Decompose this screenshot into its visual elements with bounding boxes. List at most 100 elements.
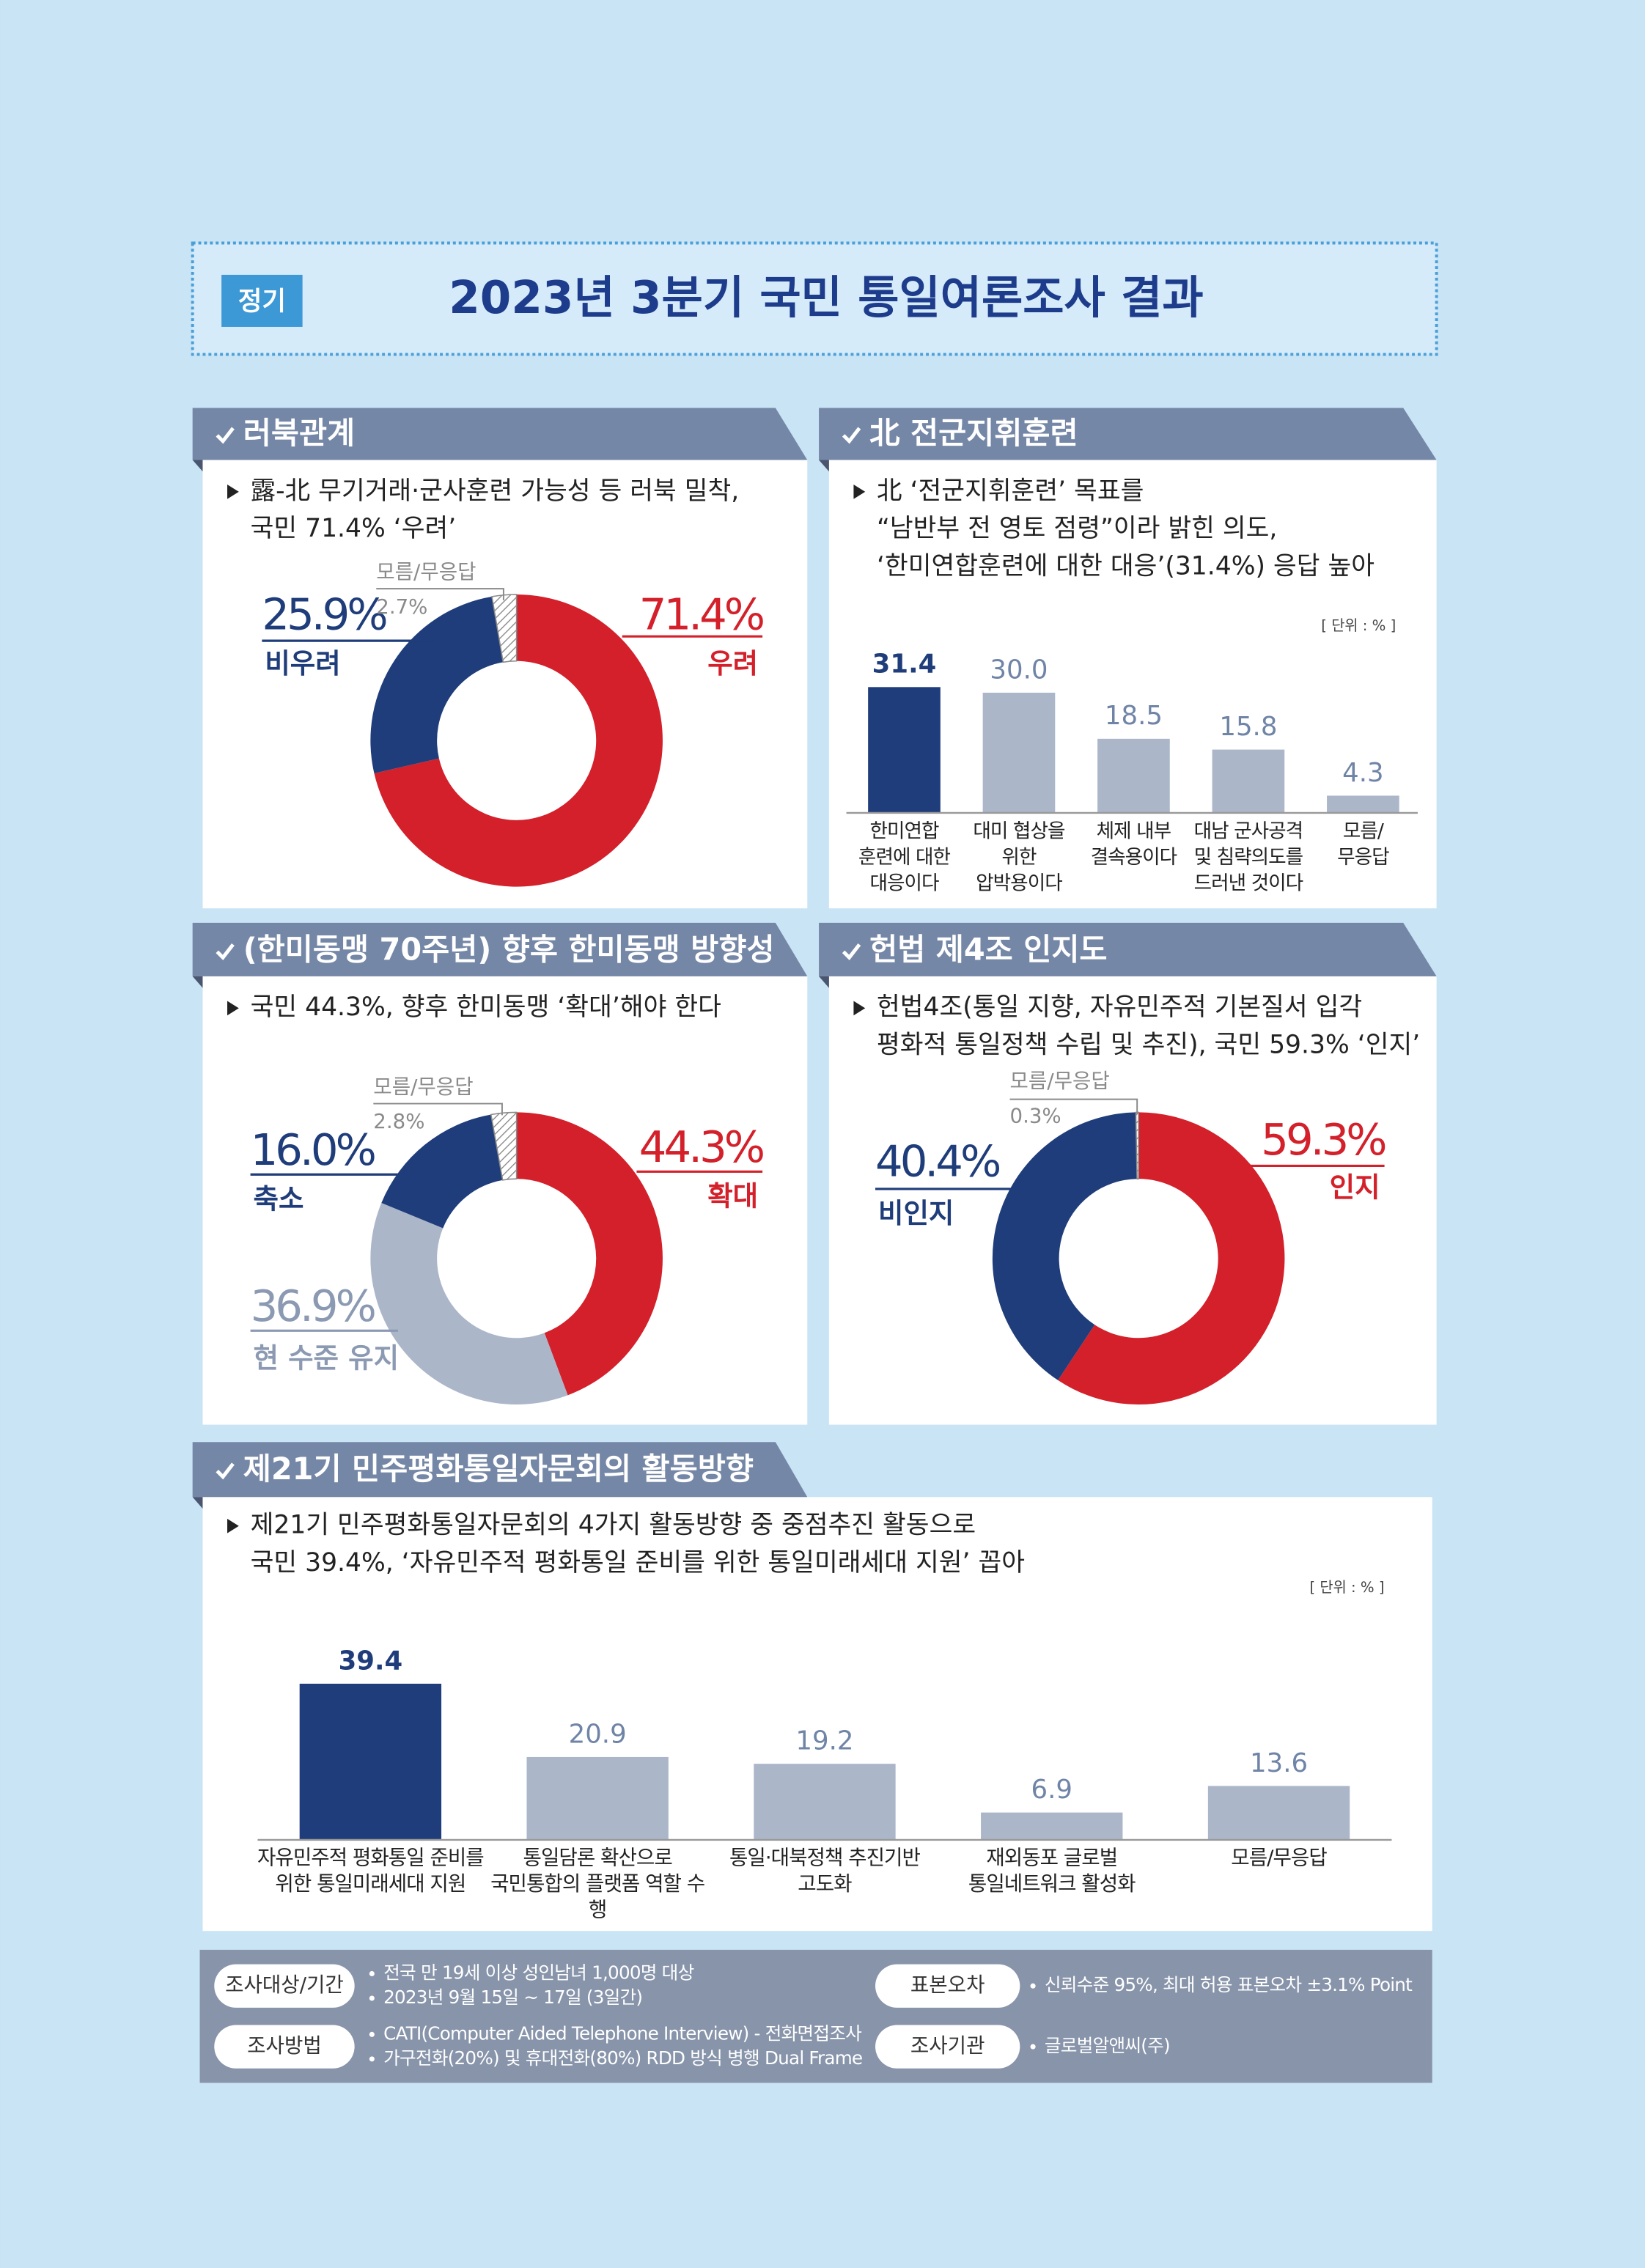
footer-bullet [1030, 2044, 1036, 2050]
value-label: 31.4 [872, 649, 937, 680]
bar [299, 1683, 442, 1840]
check-icon [842, 943, 861, 960]
bar [526, 1756, 669, 1840]
x-tick-label: 한미연합 훈련에 대한 대응이다 [858, 820, 951, 896]
x-tick-label: 체제 내부 결속용이다 [1090, 820, 1178, 869]
slice-category: 비우려 [265, 647, 340, 680]
footer-bullet [1030, 1983, 1036, 1989]
slice-value: 40.4% [875, 1136, 999, 1187]
subtitle-box: 헌법4조(통일 지향, 자유민주적 기본질서 입각 평화적 통일정책 수립 및 … [876, 993, 1421, 1061]
panel-body [828, 460, 1437, 909]
panel-title: (한미동맹 70주년) 향후 한미동맹 방향성 [243, 932, 775, 967]
leader-line [376, 588, 504, 600]
value-label: 6.9 [1031, 1775, 1072, 1805]
panel-band [192, 408, 808, 460]
donut-slice [491, 594, 518, 663]
x-tick-label: 자유민주적 평화통일 준비를 위한 통일미래세대 지원 [257, 1847, 485, 1896]
footer-line: CATI(Computer Aided Telephone Interview)… [383, 2022, 862, 2044]
slice-value: 25.9% [262, 589, 386, 640]
slice-value: 71.4% [639, 589, 763, 640]
panel-2: 北 전군지휘훈련 [819, 408, 1437, 909]
panel-band [819, 408, 1437, 460]
donut-slice [374, 594, 663, 887]
header-box [191, 241, 1438, 356]
bar [1097, 738, 1170, 813]
slice-value: 2.8% [373, 1109, 424, 1133]
x-tick-label-box: 통일·대북정책 추진기반 고도화 [729, 1847, 921, 1896]
panel-fold [192, 976, 203, 988]
x-tick-label: 대미 협상을 위한 압박용이다 [973, 820, 1065, 896]
x-tick-label: 통일담론 확산으로 국민통합의 플랫폼 역할 수행 [490, 1847, 705, 1923]
subtitle: 헌법4조(통일 지향, 자유민주적 기본질서 입각 평화적 통일정책 수립 및 … [876, 993, 1421, 1061]
footer-pill [214, 2025, 355, 2069]
slice-value: 2.7% [376, 594, 427, 619]
footer-pill [214, 1964, 355, 2008]
slice-value: 0.3% [1010, 1103, 1061, 1127]
x-tick-label-box: 모름/무응답 [1231, 1847, 1327, 1871]
bullet-icon [853, 485, 866, 499]
x-tick-label: 모름/무응답 [1231, 1847, 1327, 1871]
x-tick-label-box: 재외동포 글로벌 통일네트워크 활성화 [968, 1847, 1136, 1896]
slice-value: 44.3% [639, 1122, 763, 1172]
footer-pill [875, 2025, 1020, 2069]
slice-value: 16.0% [251, 1124, 375, 1175]
slice-category: 우려 [707, 647, 758, 680]
subtitle: 제21기 민주평화통일자문회의 4가지 활동방향 중 중점추진 활동으로 국민 … [250, 1512, 1026, 1578]
x-tick-label-box: 자유민주적 평화통일 준비를 위한 통일미래세대 지원 [257, 1847, 485, 1896]
unit-note: [ 단위 : % ] [1309, 1579, 1384, 1596]
bar [1327, 795, 1399, 813]
subtitle-box: 露-北 무기거래·군사훈련 가능성 등 러북 밀착, 국민 71.4% ‘우려’ [250, 477, 740, 544]
panel-title: 헌법 제4조 인지도 [869, 932, 1107, 967]
donut-slice [1058, 1112, 1285, 1404]
panel-fold [192, 1497, 203, 1509]
donut-slice [992, 1112, 1138, 1380]
value-label: 18.5 [1105, 701, 1163, 731]
panel-fold [819, 460, 829, 472]
x-tick-label: 통일·대북정책 추진기반 고도화 [729, 1847, 921, 1896]
footer-bullet [369, 1995, 375, 2001]
value-label: 19.2 [795, 1726, 853, 1756]
x-tick-label-box: 대미 협상을 위한 압박용이다 [973, 820, 1065, 896]
footer-bullet [369, 2031, 375, 2037]
panel-fold [192, 460, 203, 472]
bar [981, 1812, 1123, 1840]
footer-line: 신뢰수준 95%, 최대 허용 표본오차 ±3.1% Point [1045, 1974, 1413, 1995]
bar [754, 1764, 896, 1840]
bullet-icon [227, 485, 239, 499]
value-label: 15.8 [1219, 712, 1277, 742]
check-icon [216, 943, 235, 960]
footer-label: 조사대상/기간 [225, 1973, 344, 1997]
unit-note: [ 단위 : % ] [1321, 617, 1396, 634]
footer-line: 글로벌알앤씨(주) [1045, 2035, 1170, 2056]
panel-title: 러북관계 [243, 416, 355, 451]
donut-slice [516, 1112, 663, 1396]
check-icon [842, 427, 861, 444]
x-tick-label-box: 체제 내부 결속용이다 [1090, 820, 1178, 869]
subtitle: 露-北 무기거래·군사훈련 가능성 등 러북 밀착, 국민 71.4% ‘우려’ [250, 477, 740, 544]
header-title: 2023년 3분기 국민 통일여론조사 결과 [449, 272, 1203, 324]
panel-title: 北 전군지휘훈련 [869, 416, 1078, 451]
panel-band [192, 1442, 808, 1498]
slice-category: 축소 [254, 1182, 304, 1215]
panel-title: 제21기 민주평화통일자문회의 활동방향 [243, 1451, 754, 1487]
x-tick-label: 대남 군사공격 및 침략의도를 드러낸 것이다 [1193, 820, 1304, 896]
footer-box [199, 1949, 1432, 2083]
slice-category: 인지 [1330, 1171, 1380, 1203]
value-label: 20.9 [569, 1719, 627, 1749]
donut-slice [370, 1203, 568, 1404]
bullet-icon [227, 1001, 239, 1016]
slice-value: 36.9% [251, 1281, 375, 1331]
bullet-icon [227, 1518, 239, 1534]
footer-label: 조사방법 [247, 2033, 322, 2058]
panel-fold [819, 976, 829, 988]
footer-line: 2023년 9월 15일 ~ 17일 (3일간) [383, 1987, 642, 2008]
check-icon [216, 427, 235, 444]
footer-pill [875, 1964, 1020, 2008]
leader-line [1009, 1098, 1138, 1114]
header-tag: 정기 [238, 286, 286, 316]
slice-category: 비인지 [878, 1197, 954, 1229]
bar [982, 692, 1056, 813]
